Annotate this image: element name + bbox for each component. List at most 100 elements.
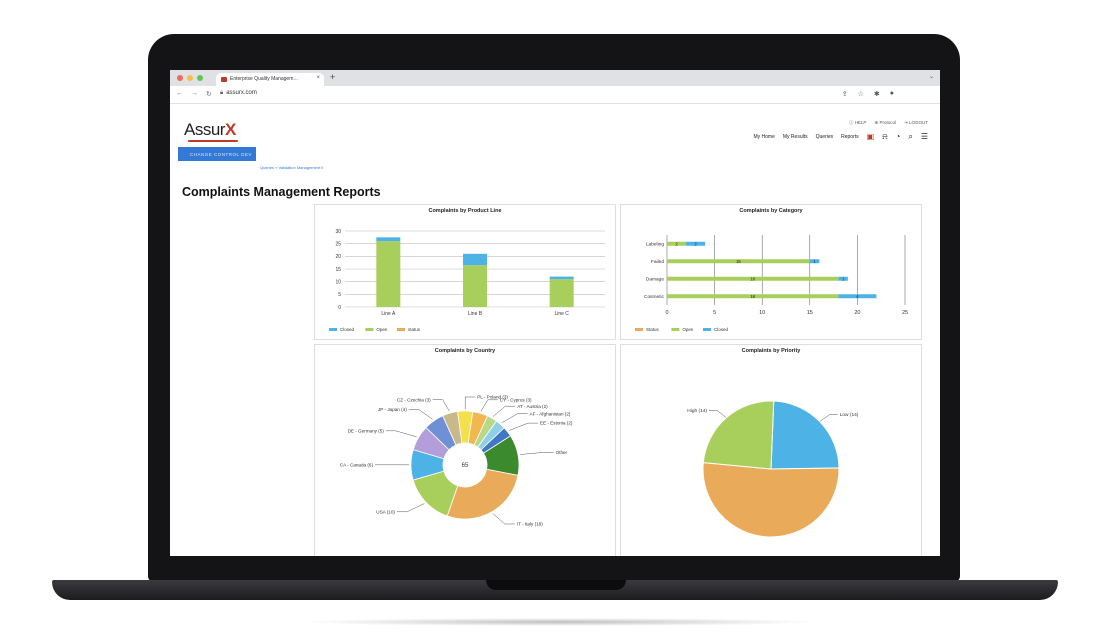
slice-label-7: USA (10) [376, 509, 395, 514]
chart-title-product-line: Complaints by Product Line [428, 208, 502, 214]
protocol-link[interactable]: ⊕ Protocol [874, 120, 896, 125]
y-tick-label-2: 10 [335, 279, 341, 285]
product-line-chart: 0 5 10 15 20 25 30 Line A Line B Line C Closed Open… [329, 229, 605, 332]
bar-closed-3 [838, 294, 877, 299]
slice-label-3: AF - Afghanistan (2) [530, 411, 571, 416]
leader-line-6 [492, 513, 515, 525]
leader-line-2 [709, 410, 727, 418]
donut-slice-11 [442, 411, 463, 446]
nav-my-results[interactable]: My Results [782, 134, 808, 140]
close-window-button[interactable] [177, 75, 183, 81]
leader-line-0 [819, 414, 838, 422]
bar-closed-0 [376, 237, 401, 242]
logout-link[interactable]: ⇥ LOGOUT [903, 120, 928, 125]
legend-label-2: Closed [714, 327, 729, 332]
laptop-base [52, 580, 1058, 600]
help-link-label: HELP [854, 120, 867, 125]
new-tab-icon[interactable]: + [330, 72, 336, 82]
chart-panel-category: Complaints by Category 0 5 10 15 20 25 Labelin… [620, 204, 922, 340]
module-banner[interactable]: CHANGE CONTROL DEV [178, 147, 256, 161]
x-tick-label-3: 15 [807, 310, 813, 316]
pie-slice-0 [770, 400, 840, 470]
assurx-logo[interactable]: AssurX [184, 120, 236, 140]
bar-closed-1 [809, 259, 820, 264]
help-link[interactable]: ⓘ HELP [848, 120, 867, 125]
forward-icon[interactable]: → [191, 90, 198, 97]
leader-line-5 [519, 452, 554, 455]
y-tick-label-2: Damage [646, 276, 664, 282]
legend-label-1: Open [376, 327, 388, 332]
data-label-1-1: 1 [813, 259, 816, 264]
tab-search-chevron-icon[interactable]: ⌄ [928, 74, 934, 80]
y-tick-label-3: 15 [335, 267, 341, 273]
bar-closed-2 [549, 276, 574, 280]
slice-label-0: Low (14) [840, 412, 859, 418]
y-tick-label-5: 25 [335, 241, 341, 247]
logo-swoosh [188, 140, 238, 142]
share-icon[interactable]: ⇪ [841, 91, 848, 98]
breadcrumb[interactable]: Queries » Validation Management II [260, 165, 324, 170]
browser-tab[interactable]: Enterprise Quality Managem… × [216, 73, 324, 86]
chart-title-priority: Complaints by Priority [741, 348, 801, 354]
y-tick-label-0: 0 [338, 305, 341, 311]
nav-queries[interactable]: Queries [815, 134, 834, 140]
country-donut-chart: PL - Poland (3)CY - Cyprus (3) AT - Austr… [340, 395, 573, 527]
browser-actions: ⇪ ☆ ✱ ● [842, 90, 894, 98]
slice-label-1: CY - Cyprus (3) [500, 397, 532, 402]
legend-label-0: Closed [340, 327, 355, 332]
leader-line-10 [408, 409, 433, 420]
bar-open-0 [376, 241, 401, 307]
extensions-icon[interactable]: ✱ [873, 91, 880, 98]
y-tick-label-1: Failed [651, 259, 664, 265]
leader-line-11 [432, 399, 450, 412]
logo-accent-text: X [224, 120, 236, 139]
bar-closed-2 [838, 276, 848, 281]
legend-swatch-0 [635, 328, 643, 331]
x-tick-label-5: 25 [902, 310, 908, 316]
menu-grid-icon[interactable]: ☰ [920, 132, 928, 141]
laptop-screen: Enterprise Quality Managem… × + ⌄ ← → ↻ … [170, 70, 940, 556]
url-field[interactable]: 🔒︎ assurx.com [220, 90, 257, 97]
bar-open-1 [667, 259, 810, 264]
calendar-icon[interactable]: ▣ [866, 132, 875, 141]
data-label-0-0: 2 [675, 241, 678, 246]
slice-label-9: DE - Germany (5) [348, 428, 385, 433]
data-label-1-0: 15 [736, 259, 741, 264]
nav-reports[interactable]: Reports [841, 134, 859, 140]
bookmark-star-icon[interactable]: ☆ [857, 91, 864, 98]
bar-open-0 [667, 241, 687, 246]
profile-icon[interactable]: ● [889, 90, 894, 97]
legend-swatch-0 [329, 328, 337, 331]
bar-open-2 [667, 276, 839, 281]
search-icon[interactable]: ⌕ [908, 132, 913, 141]
minimize-window-button[interactable] [187, 75, 193, 81]
leader-line-7 [396, 503, 425, 513]
reload-icon[interactable]: ↻ [206, 91, 212, 98]
data-label-3-0: 18 [750, 294, 755, 299]
history-icon[interactable]: ◔ [895, 132, 901, 141]
slice-label-10: JP - Japan (4) [378, 407, 407, 412]
leader-line-1 [480, 399, 498, 412]
close-tab-icon[interactable]: × [316, 75, 320, 81]
chart-panel-priority: Complaints by Priority Low (14) High (14) [620, 344, 922, 556]
utility-links: ⓘ HELP ⊕ Protocol ⇥ LOGOUT [849, 120, 928, 126]
bar-open-2 [549, 279, 574, 307]
logo-main-text: Assur [184, 120, 225, 139]
x-tick-label-0: Line A [381, 311, 396, 317]
tab-title: Enterprise Quality Managem… [230, 76, 299, 82]
y-tick-label-1: 5 [338, 292, 341, 298]
slice-label-4: EE - Estonia (2) [540, 421, 573, 426]
maximize-window-button[interactable] [197, 75, 203, 81]
nav-my-home[interactable]: My Home [753, 134, 775, 140]
chart-title-category: Complaints by Category [739, 208, 803, 214]
x-tick-label-2: Line C [554, 311, 569, 317]
notification-bell-icon[interactable]: ⍾ [882, 132, 888, 141]
back-icon[interactable]: ← [176, 90, 183, 97]
slice-label-0: PL - Poland (3) [477, 395, 508, 400]
y-tick-label-4: 20 [335, 254, 341, 260]
data-label-0-1: 2 [694, 241, 697, 246]
x-tick-label-0: 0 [665, 310, 668, 316]
chart-panel-product-line: Complaints by Product Line 0 5 10 15 20 25 30 L… [314, 204, 616, 340]
legend-label-0: Status [646, 327, 660, 332]
pie-slice-2 [702, 400, 775, 470]
